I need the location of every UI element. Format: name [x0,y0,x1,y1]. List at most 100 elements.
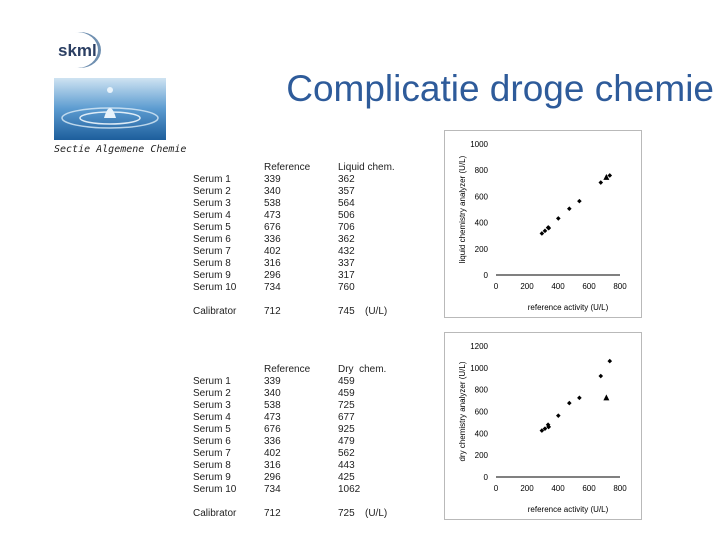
row-reference: 473 [264,412,281,423]
row-value: 925 [338,424,355,435]
row-label: Serum 7 [193,448,231,459]
y-tick-label: 200 [475,245,489,254]
row-value: 1062 [338,484,361,495]
header-reference: Reference [264,364,311,375]
serum-point [598,373,604,379]
serum-point [598,180,604,185]
y-tick-label: 800 [475,386,489,395]
row-reference: 296 [264,472,281,483]
row-value: 506 [338,210,355,221]
serum-point [577,395,582,401]
calibrator-reference: 712 [264,306,281,317]
x-tick-label: 200 [520,484,534,493]
row-value: 337 [338,258,355,269]
row-label: Serum 2 [193,388,231,399]
row-value: 362 [338,174,355,185]
row-value: 317 [338,270,355,281]
calibrator-value: 725 [338,508,355,519]
x-tick-label: 200 [520,282,534,291]
row-label: Serum 7 [193,246,231,257]
header-liquid-chem: Liquid chem. [338,162,395,173]
row-label: Serum 4 [193,210,231,221]
x-tick-label: 400 [551,484,565,493]
section-label: Sectie Algemene Chemie [54,144,187,155]
serum-point [577,198,582,204]
y-tick-label: 0 [484,271,489,280]
serum-point [607,173,613,178]
row-value: 725 [338,400,355,411]
row-reference: 676 [264,424,281,435]
liquid-chem-scatter-chart: 0 200 400 600 800 1000 0 200 400 600 800 reference … [444,130,642,318]
water-drop-image [54,78,166,140]
row-reference: 316 [264,460,281,471]
chart-frame [444,130,642,318]
y-tick-label: 200 [475,451,489,460]
row-reference: 339 [264,376,281,387]
y-tick-label: 800 [475,166,489,175]
x-tick-label: 800 [613,282,627,291]
row-reference: 538 [264,198,281,209]
y-axis-label: dry chemistry analyzer (U/L) [458,361,467,461]
row-value: 362 [338,234,355,245]
row-value: 357 [338,186,355,197]
row-reference: 340 [264,186,281,197]
x-axis-label: reference activity (U/L) [528,303,609,312]
row-reference: 336 [264,436,281,447]
row-label: Serum 3 [193,400,231,411]
row-label: Serum 6 [193,436,231,447]
y-tick-label: 0 [484,473,489,482]
row-reference: 316 [264,258,281,269]
row-value: 425 [338,472,355,483]
row-value: 562 [338,448,355,459]
y-tick-label: 400 [475,429,489,438]
x-axis-label: reference activity (U/L) [528,505,609,514]
row-label: Serum 5 [193,424,231,435]
row-label: Serum 1 [193,174,231,185]
chart-frame [444,332,642,520]
row-value: 432 [338,246,355,257]
row-reference: 336 [264,234,281,245]
row-reference: 339 [264,174,281,185]
row-label: Serum 2 [193,186,231,197]
calibrator-label: Calibrator [193,306,237,317]
row-value: 459 [338,388,355,399]
skml-logo: skml [54,30,102,70]
serum-point [556,413,561,418]
row-value: 443 [338,460,355,471]
y-tick-label: 1000 [470,364,488,373]
row-reference: 402 [264,246,281,257]
x-tick-label: 0 [494,282,499,291]
row-reference: 296 [264,270,281,281]
page-title: Complicatie droge chemie [286,68,714,109]
serum-point [545,225,551,230]
row-value: 564 [338,198,355,209]
calibrator-unit: (U/L) [365,508,388,519]
logo-text: skml [58,41,97,60]
serum-point [556,216,561,221]
row-value: 479 [338,436,355,447]
calibrator-label: Calibrator [193,508,237,519]
x-tick-label: 600 [582,282,596,291]
row-value: 706 [338,222,355,233]
row-label: Serum 10 [193,484,237,495]
serum-point [542,426,548,431]
calibrator-point [603,394,610,401]
row-label: Serum 9 [193,472,231,483]
row-label: Serum 4 [193,412,231,423]
calibrator-unit: (U/L) [365,306,388,317]
y-tick-label: 600 [475,408,489,417]
row-value: 760 [338,282,355,293]
row-label: Serum 9 [193,270,231,281]
header-dry-chem: Dry chem. [338,364,387,375]
y-tick-label: 400 [475,219,489,228]
serum-point [545,422,551,428]
x-tick-label: 600 [582,484,596,493]
y-tick-label: 1200 [470,342,488,351]
row-reference: 340 [264,388,281,399]
row-label: Serum 8 [193,460,231,471]
y-tick-label: 600 [475,192,489,201]
row-label: Serum 6 [193,234,231,245]
serum-point [542,228,548,234]
serum-point [607,358,613,364]
y-axis-label: liquid chemistry analyzer (U/L) [458,155,467,263]
